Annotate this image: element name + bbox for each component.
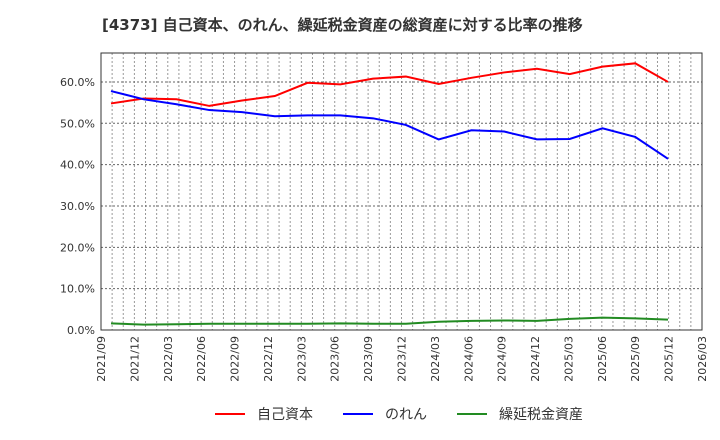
x-tick-label: 2022/09 [229,336,242,382]
legend-label: のれん [385,407,427,423]
x-tick-label: 2024/09 [496,336,509,382]
x-tick-label: 2023/06 [329,336,342,382]
x-tick-label: 2025/12 [663,336,676,382]
x-tick-label: 2023/09 [362,336,375,382]
x-tick-label: 2023/12 [396,336,409,382]
y-tick-label: 40.0% [60,159,95,172]
plot-frame [100,52,703,331]
x-tick-label: 2023/03 [295,336,308,382]
x-tick-label: 2022/12 [262,336,275,382]
chart-title: [4373] 自己資本、のれん、繰延税金資産の総資産に対する比率の推移 [102,16,583,34]
y-tick-label: 60.0% [60,76,95,89]
x-tick-label: 2024/06 [462,336,475,382]
x-tick-label: 2022/06 [195,336,208,382]
x-tick-label: 2021/12 [128,336,141,382]
x-tick-label: 2025/03 [562,336,575,382]
x-tick-label: 2025/06 [596,336,609,382]
y-tick-label: 20.0% [60,241,95,254]
y-tick-label: 10.0% [60,283,95,296]
y-tick-label: 0.0% [67,324,95,337]
x-tick-label: 2025/09 [629,336,642,382]
legend-label: 自己資本 [257,407,313,423]
y-tick-label: 50.0% [60,117,95,130]
series-line-0 [110,62,669,107]
x-tick-label: 2024/12 [529,336,542,382]
x-tick-label: 2026/03 [696,336,709,382]
y-tick-label: 30.0% [60,200,95,213]
legend-label: 繰延税金資産 [499,407,583,423]
series-line-2 [110,316,669,326]
series-line-1 [110,90,669,160]
x-tick-label: 2022/03 [162,336,175,382]
x-tick-label: 2021/09 [95,336,108,382]
x-tick-label: 2024/03 [429,336,442,382]
